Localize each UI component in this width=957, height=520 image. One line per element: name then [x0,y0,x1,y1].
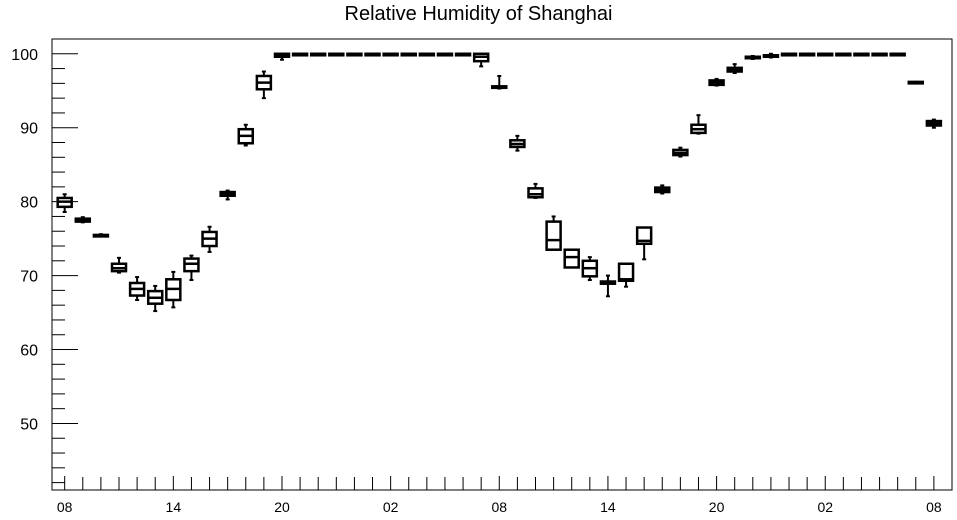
box [617,262,635,283]
box [563,248,580,269]
x-tick-label: 02 [383,499,399,515]
y-tick-label: 100 [11,47,38,64]
chart-title: Relative Humidity of Shanghai [344,3,613,25]
y-tick-label: 50 [20,416,38,433]
x-tick-label: 14 [166,499,182,515]
x-tick-label: 08 [57,499,73,515]
y-tick-label: 80 [20,195,38,212]
x-tick-label: 02 [817,499,833,515]
x-tick-label: 20 [709,499,725,515]
y-tick-label: 70 [20,269,38,286]
plot-frame [51,38,953,491]
x-tick-label: 14 [600,499,616,515]
y-tick-label: 60 [20,343,38,360]
x-tick-label: 08 [491,499,507,515]
x-tick-label: 08 [926,499,942,515]
box [545,220,562,251]
y-tick-label: 90 [20,121,38,138]
x-tick-label: 20 [274,499,290,515]
box [527,187,544,199]
